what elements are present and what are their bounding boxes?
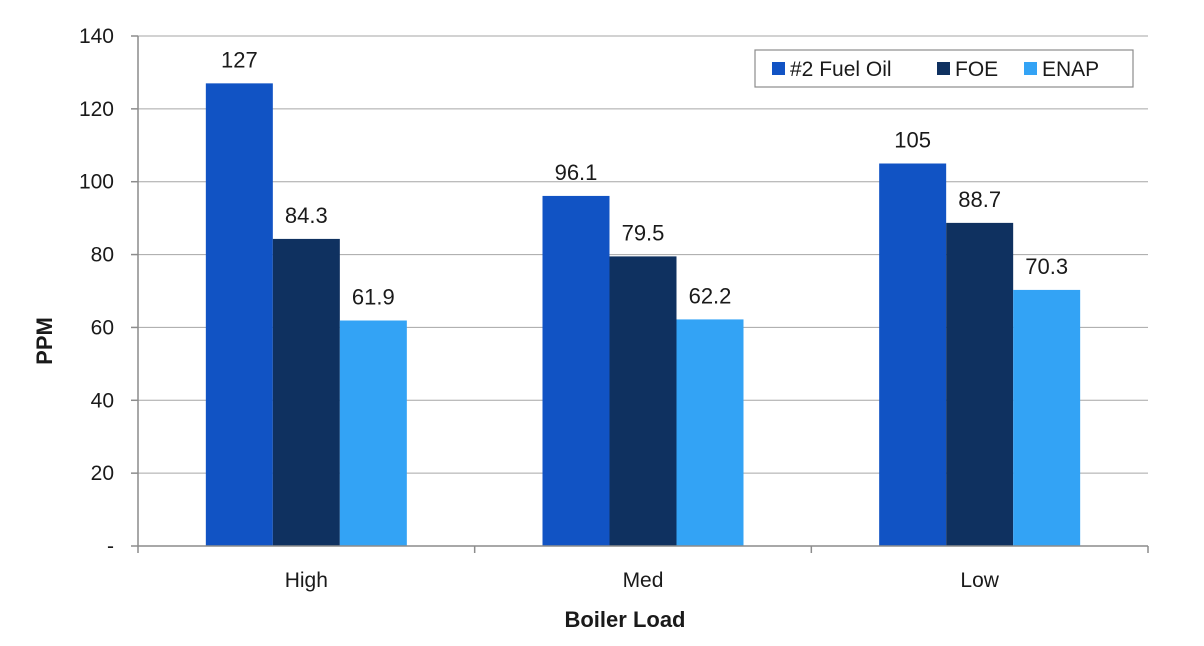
data-label: 79.5: [622, 220, 665, 245]
data-label: 84.3: [285, 203, 328, 228]
x-tick-label: High: [285, 569, 328, 592]
bar: [339, 320, 407, 546]
x-axis-title: Boiler Load: [564, 607, 685, 632]
bar: [1013, 289, 1081, 546]
x-axis-ticks: High Med Low: [137, 546, 1149, 592]
bar: [542, 195, 610, 546]
legend-swatch: [772, 62, 785, 75]
bars: [205, 83, 1081, 546]
bar: [879, 163, 947, 546]
legend-label: ENAP: [1042, 58, 1099, 81]
data-label: 96.1: [555, 160, 598, 185]
legend-swatch: [1024, 62, 1037, 75]
x-tick-label: Low: [960, 569, 999, 592]
y-tick-label: 140: [79, 25, 114, 48]
y-tick-label: 20: [91, 462, 114, 485]
y-tick-label: -: [107, 535, 114, 558]
bar: [609, 256, 677, 546]
data-label: 62.2: [689, 283, 732, 308]
y-axis-title: PPM: [32, 317, 57, 365]
data-labels: 127 84.3 61.9 96.1 79.5 62.2 105 88.7 70.3: [221, 47, 1068, 309]
x-tick-label: Med: [623, 569, 664, 592]
y-axis-ticks: - 20 40 60 80 100 120 140: [79, 25, 138, 558]
y-tick-label: 60: [91, 316, 114, 339]
bar: [676, 319, 744, 546]
data-label: 70.3: [1025, 254, 1068, 279]
data-label: 105: [894, 128, 931, 153]
legend: #2 Fuel Oil FOE ENAP: [754, 49, 1134, 88]
y-tick-label: 80: [91, 244, 114, 267]
legend-label: #2 Fuel Oil: [790, 58, 892, 81]
legend-label: FOE: [955, 58, 998, 81]
bar: [205, 83, 273, 546]
data-label: 61.9: [352, 285, 395, 310]
data-label: 88.7: [958, 187, 1001, 212]
y-tick-label: 40: [91, 389, 114, 412]
y-tick-label: 120: [79, 98, 114, 121]
y-tick-label: 100: [79, 171, 114, 194]
legend-swatch: [937, 62, 950, 75]
bar: [946, 222, 1014, 546]
bar: [272, 238, 340, 546]
axes: [137, 36, 1148, 547]
data-label: 127: [221, 47, 258, 72]
